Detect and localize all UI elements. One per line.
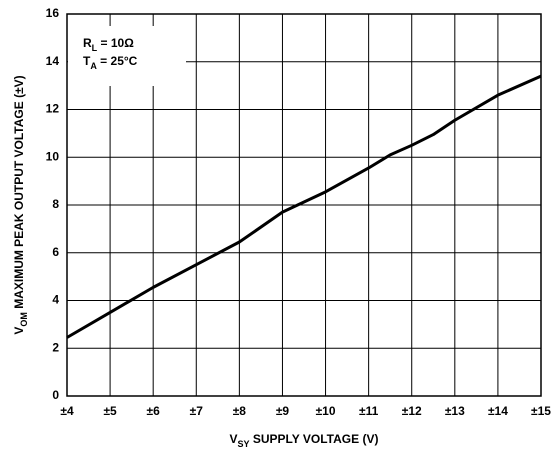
x-axis-label: VSY SUPPLY VOLTAGE (V) <box>230 432 379 449</box>
annotation: TA = 25°C <box>83 54 138 71</box>
y-tick-label: 2 <box>52 340 59 354</box>
annotation-part: L <box>92 43 98 53</box>
x-axis-label-part: V <box>230 432 238 446</box>
x-tick-label: ±8 <box>233 404 247 418</box>
x-tick-label: ±13 <box>445 404 465 418</box>
annotation-part: A <box>90 61 97 71</box>
annotation-part: T <box>83 54 91 68</box>
y-axis-label-part: MAXIMUM PEAK OUTPUT VOLTAGE (±V) <box>12 75 26 312</box>
annotation-part: R <box>83 36 92 50</box>
annotation-part: = 25°C <box>97 54 138 68</box>
data-line <box>66 74 542 339</box>
x-tick-label: ±15 <box>531 404 551 418</box>
y-tick-label: 6 <box>52 245 59 259</box>
x-tick-label: ±5 <box>103 404 117 418</box>
y-axis-label-part: V <box>12 327 26 335</box>
annotation-part: = 10Ω <box>97 36 134 50</box>
x-tick-label: ±11 <box>359 404 379 418</box>
y-tick-label: 0 <box>52 388 59 402</box>
y-tick-label: 14 <box>46 54 60 68</box>
plot-frame <box>66 13 542 397</box>
y-tick-label: 10 <box>46 149 60 163</box>
y-axis-label: VOM MAXIMUM PEAK OUTPUT VOLTAGE (±V) <box>12 75 29 334</box>
y-tick-label: 8 <box>52 197 59 211</box>
x-tick-label: ±6 <box>147 404 161 418</box>
x-tick-label: ±7 <box>190 404 204 418</box>
x-axis-label-part: SUPPLY VOLTAGE (V) <box>250 432 379 446</box>
x-tick-label: ±12 <box>402 404 422 418</box>
y-tick-label: 16 <box>46 6 60 20</box>
x-tick-label: ±4 <box>60 404 74 418</box>
x-tick-label: ±10 <box>316 404 336 418</box>
annotation-box <box>68 26 186 86</box>
y-tick-label: 12 <box>46 102 60 116</box>
y-tick-label: 4 <box>52 293 59 307</box>
x-tick-label: ±9 <box>276 404 290 418</box>
annotation: RL = 10Ω <box>83 36 134 53</box>
x-axis-label-part: SY <box>238 439 250 449</box>
x-tick-label: ±14 <box>488 404 508 418</box>
y-axis-label-part: OM <box>19 312 29 327</box>
